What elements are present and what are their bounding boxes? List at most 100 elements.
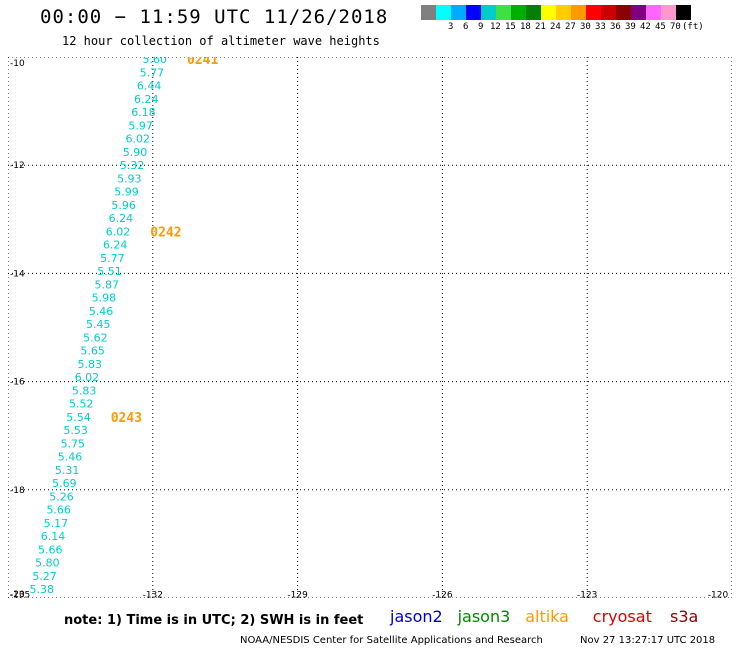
map-title: 00:00 − 11:59 UTC 11/26/2018	[40, 6, 389, 28]
legend-swatch	[616, 5, 631, 20]
legend-swatch	[451, 5, 466, 20]
swh-label: 6.02	[106, 225, 131, 238]
lon-tick-label: -120	[708, 591, 729, 599]
legend-swatch	[526, 5, 541, 20]
pass-time-label: 0242	[150, 225, 181, 240]
swh-label: 5.27	[32, 570, 57, 583]
color-legend-labels: 3 6 9 12 15 18 21 24 27 30 33 36 39 42 45 70 (ft)	[421, 22, 740, 34]
swh-label: 6.24	[109, 212, 134, 225]
mission-jason2: jason2	[390, 607, 443, 626]
swh-label: 5.66	[46, 504, 71, 517]
mission-cryosat: cryosat	[592, 607, 652, 626]
legend-label: 6	[463, 22, 469, 32]
lat-tick-label: -14	[10, 269, 25, 279]
legend-label: 12	[490, 22, 501, 32]
swh-label: 5.66	[38, 543, 63, 556]
legend-swatch	[421, 5, 436, 20]
legend-label: 3	[448, 22, 454, 32]
swh-label: 5.38	[30, 583, 55, 596]
legend-label: 21	[535, 22, 546, 32]
lat-tick-label: -10	[10, 59, 25, 69]
mission-altika: altika	[525, 607, 569, 626]
legend-label: 42	[640, 22, 651, 32]
swh-label: 5.90	[123, 146, 148, 159]
swh-label: 5.52	[69, 398, 94, 411]
swh-label: 5.87	[94, 278, 119, 291]
swh-label: 5.69	[52, 477, 77, 490]
swh-label: 6.02	[75, 371, 100, 384]
legend-label: 24	[550, 22, 561, 32]
legend-label: 70	[670, 22, 681, 32]
legend-swatch	[631, 5, 646, 20]
lat-tick-label: -16	[10, 378, 25, 388]
legend-swatch	[556, 5, 571, 20]
swh-label: 5.99	[114, 186, 139, 199]
swh-label: 6.14	[41, 530, 66, 543]
legend-swatch	[481, 5, 496, 20]
color-legend	[421, 5, 691, 20]
legend-label: (ft)	[682, 22, 704, 32]
generated-timestamp: Nov 27 13:27:17 UTC 2018	[580, 635, 716, 646]
lon-tick-label: -126	[432, 591, 453, 599]
swh-label: 5.45	[86, 318, 111, 331]
swh-label: 5.77	[140, 66, 165, 79]
swh-label: 5.26	[49, 490, 74, 503]
pass-time-label: 0243	[111, 411, 142, 426]
swh-label: 5.97	[128, 119, 153, 132]
map-subtitle: 12 hour collection of altimeter wave hei…	[62, 34, 380, 48]
legend-label: 9	[478, 22, 484, 32]
swh-label: 5.75	[61, 437, 86, 450]
lon-tick-label: -123	[577, 591, 597, 599]
legend-swatch	[511, 5, 526, 20]
legend-label: 27	[565, 22, 576, 32]
mission-jason3: jason3	[457, 607, 511, 626]
legend-label: 45	[655, 22, 666, 32]
mission-legend: jason2 jason3 altika cryosat s3a	[390, 607, 735, 629]
legend-swatch	[436, 5, 451, 20]
credit-text: NOAA/NESDIS Center for Satellite Applica…	[240, 635, 543, 646]
swh-label: 5.93	[117, 172, 142, 185]
swh-label: 5.46	[58, 451, 83, 464]
legend-swatch	[496, 5, 511, 20]
legend-label: 18	[520, 22, 531, 32]
legend-swatch	[586, 5, 601, 20]
legend-swatch	[466, 5, 481, 20]
swh-label: 6.02	[126, 133, 151, 146]
swh-label: 5.54	[66, 411, 91, 424]
swh-label: 5.60	[143, 57, 168, 66]
swh-label: 5.83	[78, 358, 103, 371]
lon-tick-label: -129	[287, 591, 308, 599]
swh-label: 5.96	[111, 199, 136, 212]
legend-label: 15	[505, 22, 516, 32]
swh-label: 5.77	[100, 252, 125, 265]
swh-label: 5.98	[92, 292, 117, 305]
lat-tick-label: -18	[10, 486, 25, 496]
legend-label: 36	[610, 22, 621, 32]
swh-label: 6.18	[131, 106, 156, 119]
swh-label: 5.62	[83, 331, 108, 344]
legend-label: 39	[625, 22, 636, 32]
legend-swatch	[676, 5, 691, 20]
swh-label: 5.17	[44, 517, 69, 530]
lat-tick-label: -12	[10, 161, 25, 171]
swh-label: 5.31	[55, 464, 80, 477]
swh-label: 5.51	[97, 265, 122, 278]
legend-label: 33	[595, 22, 606, 32]
lon-tick-label: -132	[143, 591, 163, 599]
legend-swatch	[571, 5, 586, 20]
legend-label: 30	[580, 22, 591, 32]
swh-label: 5.46	[89, 305, 114, 318]
swh-label: 5.53	[63, 424, 88, 437]
swh-label: 5.83	[72, 384, 97, 397]
legend-swatch	[541, 5, 556, 20]
swh-label: 5.32	[120, 159, 145, 172]
swh-label: 6.44	[137, 80, 162, 93]
pass-time-label: 0241	[187, 57, 218, 68]
legend-swatch	[661, 5, 676, 20]
swh-label: 6.24	[103, 239, 128, 252]
swh-label: 5.65	[80, 345, 105, 358]
wave-height-map: -10 -12 -14 -16 -18 -20-135 -132 -129 -126 -123 -1…	[8, 57, 732, 598]
units-note: note: 1) Time is in UTC; 2) SWH is in fe…	[64, 613, 364, 628]
swh-label: 5.80	[35, 557, 60, 570]
swh-label: 6.24	[134, 93, 159, 106]
